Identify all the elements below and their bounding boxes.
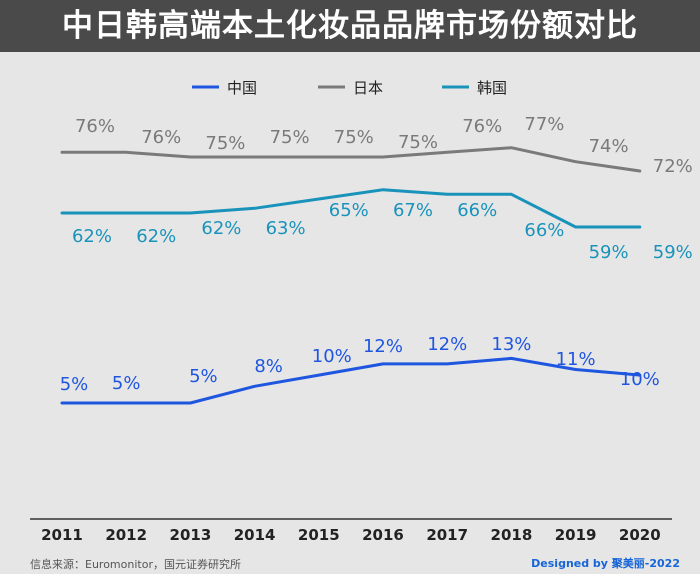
data-label: 11% — [556, 349, 596, 370]
data-label: 67% — [393, 200, 433, 221]
x-tick-label: 2018 — [491, 526, 533, 544]
data-label: 77% — [524, 114, 564, 135]
source-note: 信息来源：Euromonitor，国元证券研究所 — [30, 558, 241, 571]
data-label: 12% — [363, 336, 403, 357]
line-chart: 5% 5% 5% 8% 10% 12% 12% 13% 11% 10% 76% 76% 75% 75% 75… — [30, 79, 693, 544]
data-label: 8% — [254, 356, 283, 377]
data-label: 63% — [266, 218, 306, 239]
designer-credit: Designed by 聚美丽-2022 — [531, 557, 680, 570]
data-label: 76% — [462, 116, 502, 137]
x-tick-label: 2015 — [298, 526, 340, 544]
data-label: 62% — [72, 226, 112, 247]
series-line-日本 — [60, 146, 642, 173]
data-label: 62% — [201, 218, 241, 239]
series-line-中国 — [60, 356, 642, 405]
x-tick-label: 2013 — [170, 526, 212, 544]
data-label: 76% — [141, 127, 181, 148]
data-label: 74% — [589, 136, 629, 157]
x-tick-label: 2014 — [234, 526, 276, 544]
data-label: 59% — [653, 242, 693, 263]
x-tick-label: 2019 — [555, 526, 597, 544]
x-tick-label: 2016 — [362, 526, 404, 544]
title-bar — [0, 0, 700, 52]
data-label: 10% — [620, 369, 660, 390]
data-label: 5% — [60, 374, 89, 395]
data-label: 66% — [457, 200, 497, 221]
data-label: 13% — [491, 334, 531, 355]
data-label: 59% — [589, 242, 629, 263]
data-label: 65% — [329, 200, 369, 221]
data-label: 5% — [189, 366, 218, 387]
data-label: 62% — [136, 226, 176, 247]
legend-label: 韩国 — [477, 79, 507, 97]
data-label: 12% — [427, 334, 467, 355]
data-label: 75% — [398, 132, 438, 153]
x-tick-label: 2012 — [105, 526, 147, 544]
legend-label: 中国 — [227, 79, 257, 97]
series-line-韩国 — [60, 188, 642, 229]
x-tick-label: 2017 — [426, 526, 468, 544]
x-tick-label: 2020 — [619, 526, 661, 544]
legend-label: 日本 — [353, 79, 383, 97]
data-label: 72% — [653, 156, 693, 177]
data-label: 5% — [112, 373, 141, 394]
data-label: 75% — [334, 127, 374, 148]
data-label: 66% — [524, 220, 564, 241]
page-title: 中日韩高端本土化妆品品牌市场份额对比 — [62, 8, 638, 44]
data-label: 75% — [270, 127, 310, 148]
data-label: 76% — [75, 116, 115, 137]
data-label: 75% — [205, 133, 245, 154]
data-label: 10% — [312, 346, 352, 367]
x-tick-label: 2011 — [41, 526, 83, 544]
